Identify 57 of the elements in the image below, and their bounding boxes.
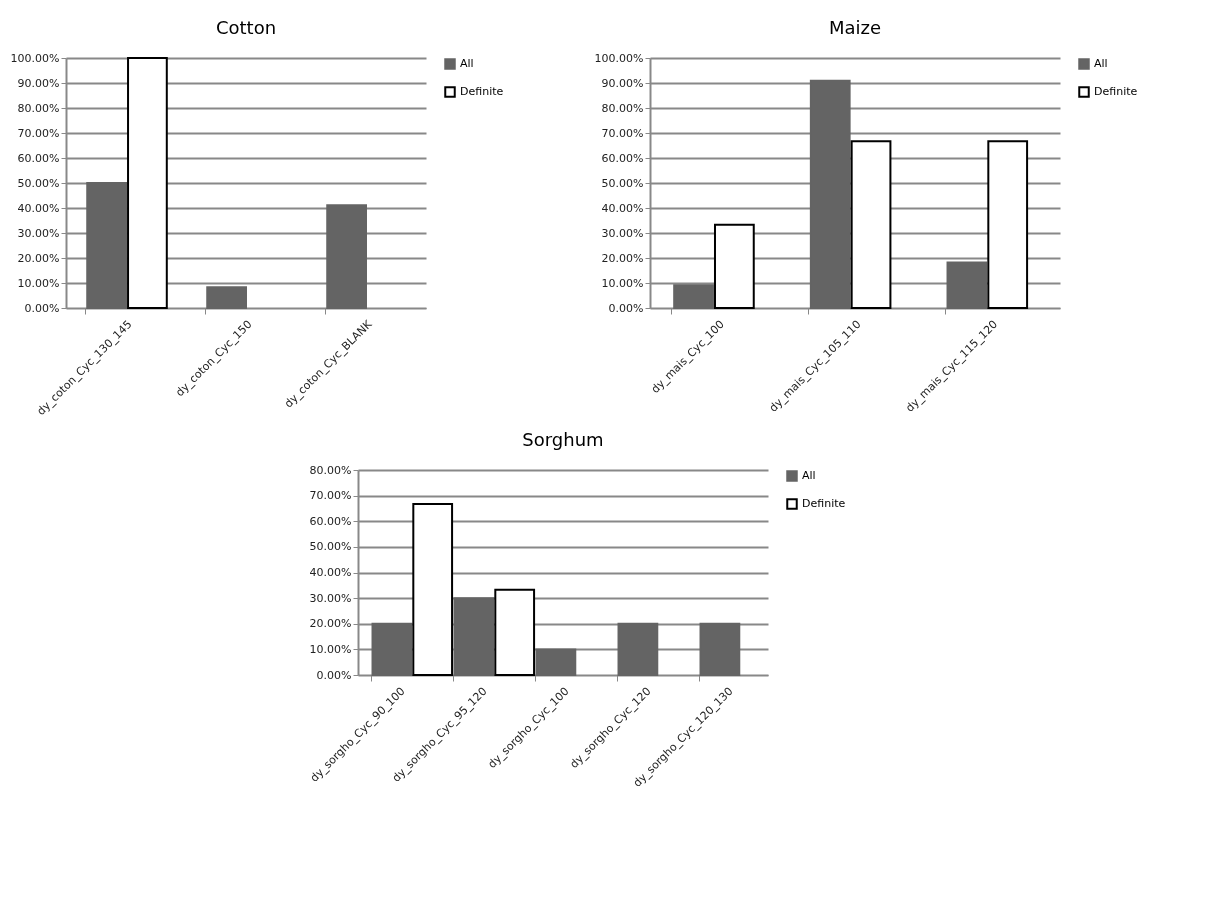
legend-label: All <box>802 469 816 482</box>
y-tick-label: 10.00% <box>17 276 60 290</box>
y-tick-label: 20.00% <box>309 617 352 631</box>
bar <box>617 622 659 676</box>
y-tick-label: 30.00% <box>309 591 352 605</box>
bar <box>86 182 127 309</box>
y-tick-label: 10.00% <box>601 276 644 290</box>
y-tick-label: 30.00% <box>17 226 60 240</box>
y-tick-label: 10.00% <box>309 642 352 656</box>
bar <box>809 79 851 309</box>
bar <box>206 286 247 309</box>
bar <box>326 204 367 309</box>
y-tick-label: 70.00% <box>17 126 60 140</box>
y-tick-label: 60.00% <box>601 151 644 165</box>
y-tick-label: 50.00% <box>601 176 644 190</box>
y-tick-label: 80.00% <box>601 101 644 115</box>
y-tick-label: 60.00% <box>309 514 352 528</box>
legend-label: Definite <box>1094 85 1138 98</box>
y-tick-label: 30.00% <box>601 226 644 240</box>
y-tick-label: 40.00% <box>601 201 644 215</box>
y-tick-label: 80.00% <box>309 463 352 477</box>
y-tick-label: 70.00% <box>601 126 644 140</box>
y-tick-label: 80.00% <box>17 101 60 115</box>
y-tick-label: 60.00% <box>17 151 60 165</box>
bar <box>494 588 536 676</box>
bar <box>850 140 892 309</box>
y-tick-label: 100.00% <box>10 51 60 65</box>
y-tick-label: 0.00% <box>24 301 60 315</box>
y-tick-label: 40.00% <box>309 566 352 579</box>
y-tick-label: 20.00% <box>17 251 60 265</box>
chart-title: Maize <box>828 17 882 38</box>
y-tick-label: 90.00% <box>17 76 60 90</box>
bar <box>946 261 988 309</box>
bar <box>535 648 577 676</box>
bar <box>127 57 168 309</box>
y-tick-label: 90.00% <box>601 76 644 90</box>
bar <box>713 223 755 309</box>
chart-title: Sorghum <box>522 429 604 450</box>
y-tick-label: 50.00% <box>309 540 352 554</box>
y-tick-label: 100.00% <box>594 51 644 65</box>
chart-title: Cotton <box>215 17 277 38</box>
bar <box>371 622 413 676</box>
bar <box>699 622 741 676</box>
legend-label: All <box>460 57 474 70</box>
legend-label: Definite <box>802 497 846 510</box>
bar <box>673 284 714 309</box>
bar <box>412 503 454 676</box>
y-tick-label: 0.00% <box>608 301 644 315</box>
y-tick-label: 70.00% <box>309 489 352 503</box>
bar <box>987 140 1029 309</box>
bar <box>453 597 495 676</box>
y-tick-label: 50.00% <box>17 176 60 190</box>
y-tick-label: 40.00% <box>17 201 60 215</box>
y-tick-label: 20.00% <box>601 251 644 265</box>
legend-label: All <box>1094 57 1108 70</box>
legend-label: Definite <box>460 85 504 98</box>
y-tick-label: 0.00% <box>316 668 352 682</box>
